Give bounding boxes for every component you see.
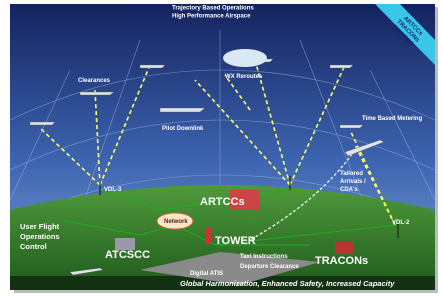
label: Arrivals / xyxy=(340,179,366,185)
label: VDL-2 xyxy=(392,220,410,226)
tracon-building xyxy=(335,242,353,254)
label: Departure Clearance xyxy=(240,264,299,270)
label: CDA's xyxy=(340,187,358,193)
label: Network xyxy=(164,219,188,225)
label: Tailored xyxy=(340,171,363,177)
diagram: ARTCCs TRACONs TOWERS Trajectory Based O… xyxy=(0,0,442,296)
label: Clearances xyxy=(78,78,111,84)
weather-cloud xyxy=(223,49,267,67)
label: Time Based Metering xyxy=(362,116,423,122)
label: Taxi Instructions xyxy=(240,254,288,260)
label: ATCSCC xyxy=(105,249,150,261)
label: Pilot Downlink xyxy=(162,126,204,132)
label: TOWER xyxy=(215,235,256,247)
label: Digital ATIS xyxy=(190,271,223,277)
label: ARTCCs xyxy=(200,196,245,208)
label: Control xyxy=(20,242,47,251)
banner-title: Trajectory Based Operations xyxy=(172,6,254,12)
label: Operations xyxy=(20,232,60,241)
banner-subtitle: High Performance Airspace xyxy=(172,14,251,20)
label: User Flight xyxy=(20,222,60,231)
tower-building xyxy=(205,228,211,244)
label: VDL-3 xyxy=(104,187,122,193)
label: TRACONs xyxy=(315,255,368,267)
footer: Global Harmonization, Enhanced Safety, I… xyxy=(180,279,395,288)
label: WX Reroutes xyxy=(225,74,263,80)
